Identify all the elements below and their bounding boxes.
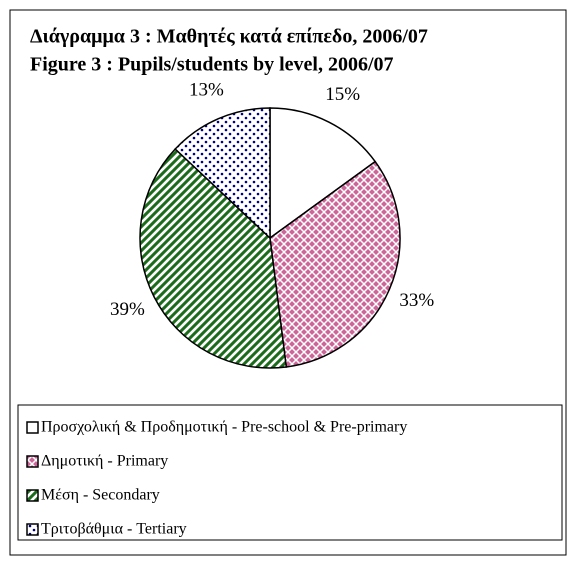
pie-slice	[269, 160, 401, 368]
chart-title: Διάγραμμα 3 : Μαθητές κατά επίπεδο, 2006…	[30, 26, 428, 48]
legend-swatch	[26, 455, 39, 468]
value-label: 33%	[399, 290, 434, 311]
pie-slice	[269, 107, 377, 240]
pie-slice	[174, 107, 271, 240]
legend-label: Προσχολική & Προδημοτική - Pre-school & …	[41, 419, 407, 436]
legend-box	[17, 404, 563, 541]
legend-swatch	[26, 489, 39, 502]
chart-subtitle: Figure 3 : Pupils/students by level, 200…	[30, 54, 394, 76]
legend-label: Δημοτική - Primary	[41, 453, 168, 470]
legend-label: Μέση - Secondary	[41, 487, 160, 504]
value-label: 13%	[189, 80, 224, 101]
legend-swatch	[26, 523, 39, 536]
legend-swatch	[26, 421, 39, 434]
value-label: 15%	[325, 84, 360, 105]
legend-label: Τριτοβάθμια - Tertiary	[41, 521, 187, 538]
value-label: 39%	[110, 299, 145, 320]
pie-slice	[139, 147, 288, 369]
